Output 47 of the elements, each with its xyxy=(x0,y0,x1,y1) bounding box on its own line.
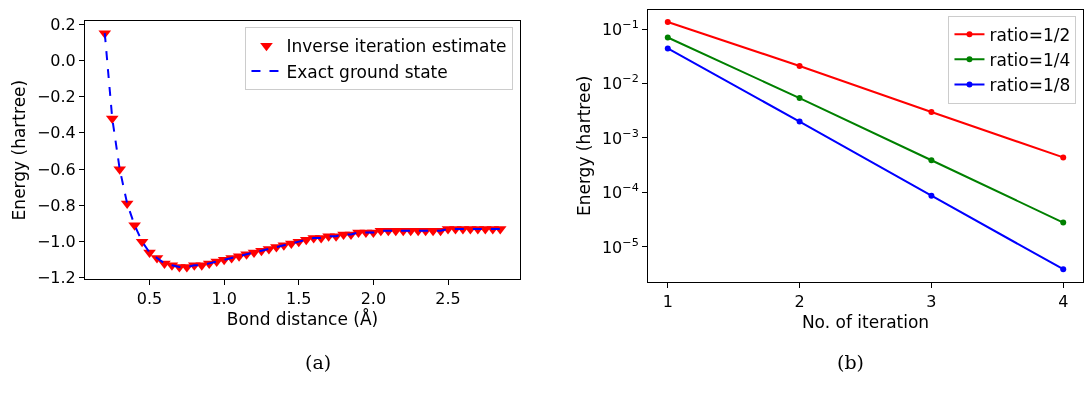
y-tick-label: −0.8 xyxy=(36,195,76,215)
x-axis-title: No. of iteration xyxy=(801,312,930,333)
point xyxy=(928,192,935,199)
point xyxy=(796,95,803,102)
x-axis-title: Bond distance (Å) xyxy=(226,308,379,330)
y-tick-label: 10$^{−2}$ xyxy=(601,72,639,94)
x-tick-label: 1.5 xyxy=(286,288,312,308)
point xyxy=(664,34,671,41)
y-tick-label: 0.0 xyxy=(50,50,76,70)
point xyxy=(928,157,935,164)
point xyxy=(135,238,149,248)
legend-label: ratio=1/8 xyxy=(989,75,1071,96)
x-tick-label: 1.0 xyxy=(211,288,237,308)
x-tick-label: 2 xyxy=(794,291,805,311)
point xyxy=(796,118,803,125)
y-tick-label: 10$^{−3}$ xyxy=(601,126,639,148)
x-tick-label: 2.5 xyxy=(435,288,461,308)
point xyxy=(664,45,671,52)
x-tick-label: 1 xyxy=(662,291,673,311)
point xyxy=(1060,266,1067,273)
y-tick-label: −1.2 xyxy=(36,268,76,288)
point xyxy=(664,18,671,25)
point xyxy=(1060,219,1067,226)
y-tick-label: −1.0 xyxy=(36,232,76,252)
x-tick-label: 4 xyxy=(1058,291,1069,311)
x-tick-label: 0.5 xyxy=(136,288,163,308)
text: (a) xyxy=(305,351,332,373)
point xyxy=(120,200,134,210)
x-tick-label: 2.0 xyxy=(360,288,387,308)
y-axis-title: Energy (hartree) xyxy=(9,79,30,221)
point xyxy=(796,62,803,69)
y-axis-title: Energy (hartree) xyxy=(574,75,595,217)
legend-label: Inverse iteration estimate xyxy=(286,36,507,57)
y-tick-label: −0.4 xyxy=(36,123,76,143)
y-tick-label: −0.2 xyxy=(36,87,76,107)
y-tick-label: 10$^{−5}$ xyxy=(601,235,639,257)
point xyxy=(1060,154,1067,161)
legend-label: Exact ground state xyxy=(286,61,448,82)
point xyxy=(928,109,935,115)
y-tick-label: −0.6 xyxy=(36,159,76,179)
y-tick-label: 0.2 xyxy=(50,14,76,34)
text: (b) xyxy=(837,351,864,373)
legend-label: ratio=1/2 xyxy=(989,24,1071,45)
x-tick-label: 3 xyxy=(926,291,937,311)
y-tick-label: 10$^{−1}$ xyxy=(601,17,639,39)
legend-label: ratio=1/4 xyxy=(989,49,1071,70)
y-tick-label: 10$^{−4}$ xyxy=(601,181,639,203)
